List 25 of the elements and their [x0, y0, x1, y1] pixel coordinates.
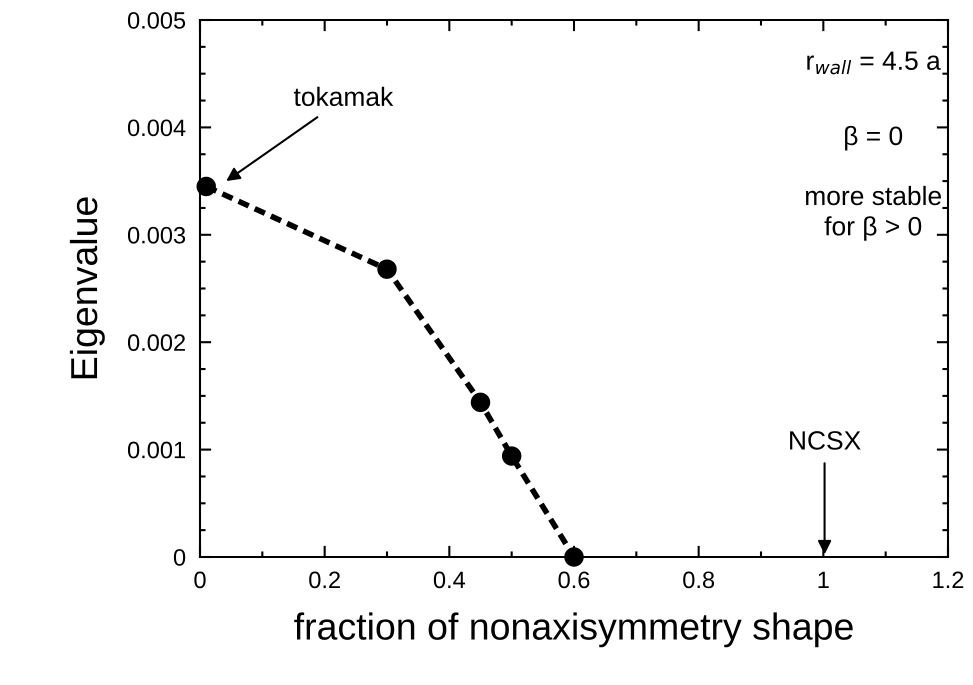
y-axis-title: Eigenvalue [70, 197, 105, 378]
point [564, 547, 584, 567]
y-tick-label: 0.002 [128, 334, 185, 351]
annotation: β = 0 [845, 126, 902, 150]
annotation: NCSX [790, 431, 861, 450]
annotation: more stable for β > 0 [806, 186, 941, 241]
y-tick-label: 0.001 [128, 442, 185, 458]
y-tick-label: 0.003 [128, 226, 186, 244]
annotation: r$_{wall}$ = 4.5 a [807, 52, 941, 74]
y-tick-label: 0 [174, 549, 186, 566]
x-tick-label: 1.2 [933, 572, 964, 588]
annotation: tokamak [294, 86, 394, 106]
x-tick-label: 0.8 [683, 572, 714, 588]
point [377, 259, 397, 279]
x-axis-title: fraction of nonaxisymmetry shape [294, 612, 853, 648]
x-tick-label: 0.4 [434, 572, 466, 588]
x-tick-label: 0.2 [309, 572, 340, 588]
y-tick-label: 0.005 [128, 12, 186, 29]
x-tick-label: 0 [194, 572, 206, 588]
y-tick-label: 0.004 [128, 119, 186, 136]
point [196, 176, 216, 196]
x-tick-label: 1 [818, 572, 829, 588]
point [502, 446, 522, 466]
x-tick-label: 0.6 [558, 572, 590, 588]
point [470, 392, 490, 412]
